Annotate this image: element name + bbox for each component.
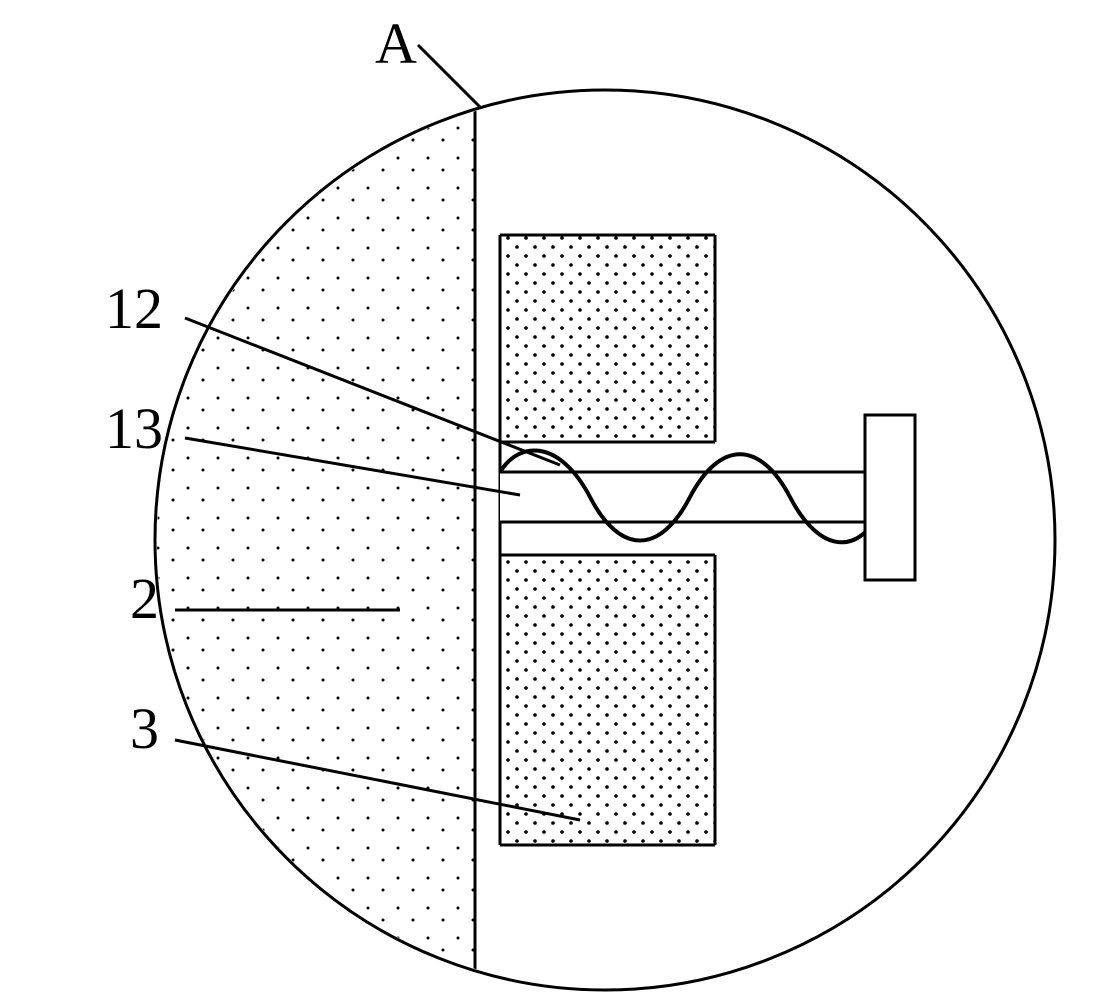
left-dotted-region [155, 90, 475, 990]
block-lower [500, 555, 715, 845]
label-13: 13 [105, 395, 163, 462]
diagram-container: A 12 13 2 3 [0, 0, 1114, 1008]
label-A: A [375, 10, 417, 77]
clipped-content [155, 90, 915, 990]
label-3: 3 [130, 695, 159, 762]
label-2: 2 [130, 565, 159, 632]
technical-drawing-svg [0, 0, 1114, 1008]
block-upper [500, 235, 715, 442]
screw-shaft-fill [500, 472, 865, 522]
label-12: 12 [105, 275, 163, 342]
leader-A [418, 45, 480, 107]
screw-head [865, 415, 915, 580]
